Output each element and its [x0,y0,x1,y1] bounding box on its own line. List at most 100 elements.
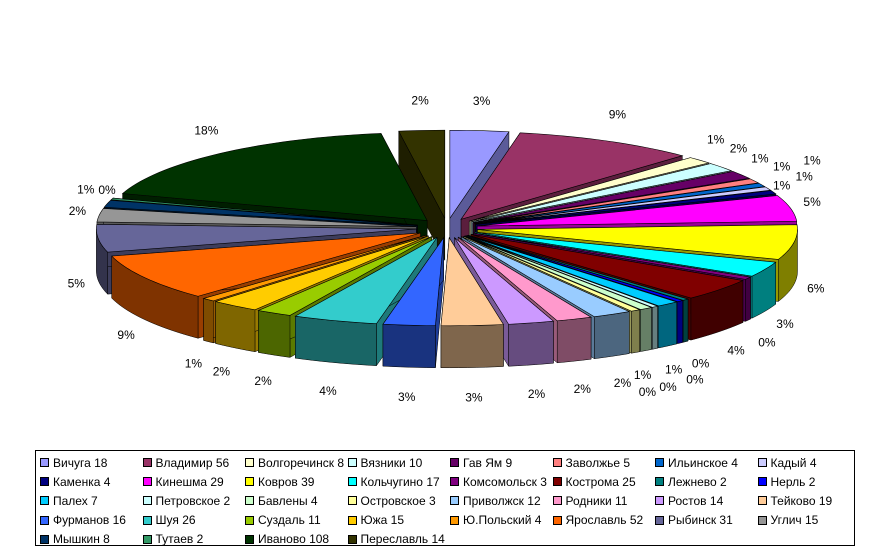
legend-label: Нерль 2 [770,474,816,489]
data-label: 9% [117,328,135,342]
legend-label: Бавлены 4 [258,493,318,508]
slice-side [652,305,658,350]
pie-slice-13 [473,232,752,280]
data-label: 1% [773,159,791,173]
legend-item: Переславль 14 [344,530,447,549]
pie-slice-36 [398,129,446,219]
pie-chart: 3%9%1%2%1%1%1%1%1%5%6%3%0%4%0%0%1%0%1%0%… [68,94,825,405]
legend-label: Петровское 2 [155,493,231,508]
pie-slice-26 [294,237,438,324]
slice-side [594,311,630,359]
legend-swatch [40,458,49,468]
legend-label: Родники 11 [565,493,628,508]
legend-item: Ярославль 52 [549,511,652,530]
slice-side [658,301,677,349]
legend-item: Палех 7 [36,491,139,510]
legend-item: Приволжск 12 [446,491,549,510]
data-label: 2% [614,376,632,390]
legend-label: Приволжск 12 [463,493,541,508]
legend-label: Иваново 108 [258,532,330,547]
legend-swatch [142,515,152,525]
legend-label: Островское 3 [360,493,436,508]
slice-side [382,323,436,368]
legend-item: Островское 3 [344,491,447,510]
slice-side [682,298,689,343]
legend-item: Лежнево 2 [651,472,754,491]
slice-side [508,320,554,367]
data-label: 1% [707,132,725,146]
slice-side [677,300,683,344]
legend-item: Фурманов 16 [36,511,139,530]
legend-swatch [347,534,357,544]
legend-swatch [40,477,49,487]
pie-slice-21 [461,236,631,318]
data-label: 1% [185,357,203,371]
pie-slice-19 [464,235,653,310]
legend-label: Лежнево 2 [668,474,727,489]
legend-item: Волгоречинск 8 [241,453,344,472]
legend-swatch [40,534,49,544]
slice-side [440,324,504,369]
legend-item: Вязники 10 [344,453,447,472]
slice-side [215,301,256,353]
legend-swatch [757,496,767,506]
legend-swatch [655,477,664,487]
legend-swatch [757,477,767,487]
pie-slice-35 [121,133,428,221]
legend-swatch [552,458,562,468]
data-label: 3% [776,317,794,331]
legend-item: Ростов 14 [651,491,754,510]
legend-label: Ильинское 4 [668,455,738,470]
legend-swatch [450,515,459,525]
slice-side [258,310,291,358]
pie-slice-6 [473,178,760,224]
slice-side [203,298,214,344]
data-label: 3% [398,390,416,404]
data-label: 3% [473,94,491,108]
legend-label: Кинешма 29 [155,474,224,489]
data-label: 5% [68,276,86,290]
pie-slice-31 [96,223,417,253]
pie-slice-14 [470,233,744,299]
data-label: 2% [213,365,231,379]
legend-label: Тутаев 2 [155,532,204,547]
legend-label: Рыбинск 31 [668,513,733,528]
legend-label: Ростов 14 [668,493,724,508]
pie-slice-10 [477,195,798,227]
legend-swatch [40,515,49,525]
legend-label: Заволжье 5 [565,455,631,470]
data-label: 0% [98,183,116,197]
data-label: 0% [758,336,776,350]
legend-label: Южа 15 [360,513,405,528]
legend-item: Тейково 19 [754,491,857,510]
data-label: 2% [730,141,748,155]
legend-swatch [347,496,357,506]
legend-item: Ю.Польский 4 [446,511,549,530]
pie-slice-33 [103,199,418,226]
legend-item: Рыбинск 31 [651,511,754,530]
legend-label: Комсомольск 3 [463,474,547,489]
legend-label: Гав Ям 9 [463,455,513,470]
legend-swatch [655,515,664,525]
legend-label: Ярославль 52 [565,513,644,528]
legend-label: Суздаль 11 [258,513,321,528]
pie-slice-1 [449,129,510,220]
pie-slice-7 [474,182,766,224]
legend-label: Тейково 19 [770,493,833,508]
data-label: 0% [659,380,677,394]
pie-slice-29 [202,234,427,302]
pie-slice-24 [440,236,504,327]
legend-swatch [142,534,152,544]
legend-item: Тутаев 2 [139,530,242,549]
pie-slice-25 [382,236,445,327]
legend-item: Южа 15 [344,511,447,530]
pie-slice-5 [472,171,751,223]
data-label: 2% [574,382,592,396]
legend-item: Гав Ям 9 [446,453,549,472]
pie-slice-32 [96,208,417,228]
legend-item: Кадый 4 [754,453,857,472]
legend-label: Фурманов 16 [53,513,126,528]
legend-label: Углич 15 [770,513,819,528]
slice-side [631,309,640,354]
